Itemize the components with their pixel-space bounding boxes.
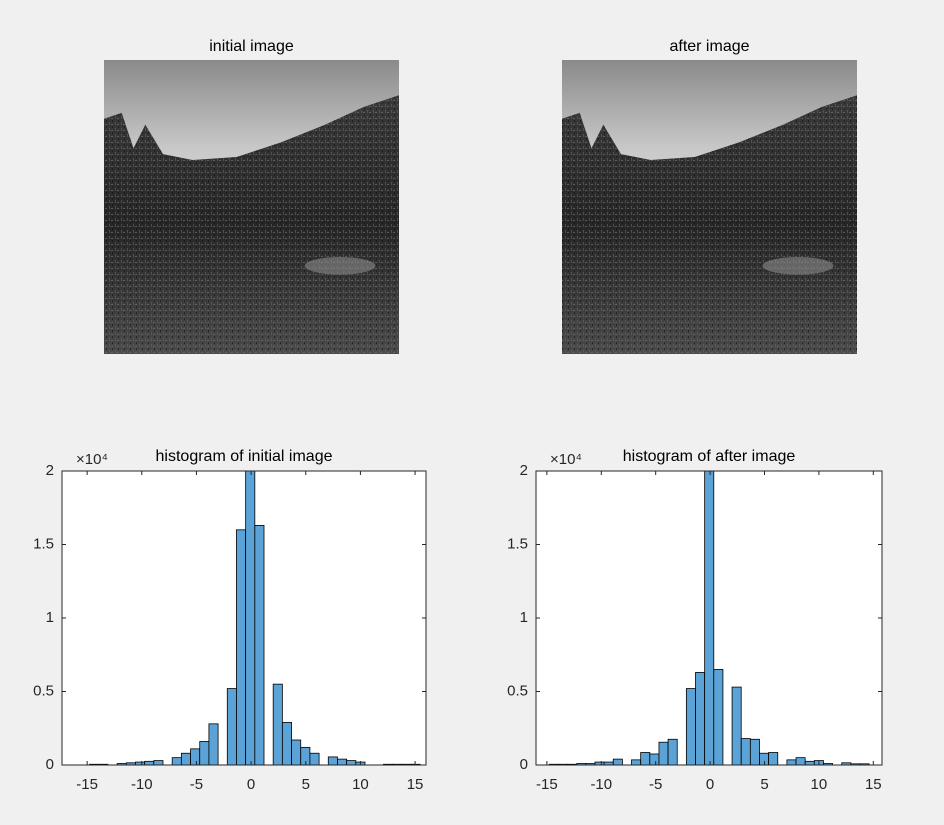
bar: [208, 723, 219, 765]
y-tick-label: 0.5: [507, 682, 528, 699]
y-tick-label: 0.5: [33, 682, 54, 699]
bar: [346, 760, 357, 765]
y-tick-label: 2: [46, 462, 54, 479]
bar: [180, 752, 191, 765]
x-tick-label: 5: [760, 776, 768, 793]
bar: [631, 759, 642, 765]
bar: [226, 688, 237, 765]
bar: [327, 756, 338, 765]
bar: [612, 758, 623, 765]
bar: [740, 738, 751, 765]
x-tick-label: -5: [190, 776, 203, 793]
image: [562, 60, 857, 354]
y-tick-label: 1.5: [507, 535, 528, 552]
bar: [658, 741, 669, 765]
bar: [199, 741, 210, 765]
subplot-title: after image: [669, 38, 749, 55]
y-tick-label: 1.5: [33, 535, 54, 552]
bar: [236, 529, 247, 765]
x-tick-label: -5: [649, 776, 662, 793]
bar: [281, 721, 292, 765]
image: [104, 60, 399, 354]
y-exponent: ×10⁴: [76, 451, 108, 468]
subplot-title: histogram of initial image: [156, 448, 333, 465]
x-tick-label: 10: [811, 776, 828, 793]
bar: [309, 752, 320, 765]
bar: [640, 752, 651, 765]
bar: [190, 748, 201, 765]
image-texture: [562, 95, 857, 354]
bar: [695, 671, 706, 765]
x-tick-label: 0: [706, 776, 714, 793]
bar: [768, 752, 779, 765]
x-tick-label: 0: [247, 776, 255, 793]
bar: [337, 758, 348, 765]
x-tick-label: 10: [352, 776, 369, 793]
bar: [749, 738, 760, 765]
y-tick-label: 0: [46, 756, 54, 773]
bar: [272, 683, 283, 765]
subplot-title: histogram of after image: [623, 448, 796, 465]
bar: [804, 760, 815, 765]
image-texture: [104, 95, 399, 354]
bar: [786, 759, 797, 765]
y-tick-label: 2: [520, 462, 528, 479]
image-stream: [762, 256, 834, 275]
bar: [704, 471, 715, 765]
bar: [144, 760, 155, 765]
y-exponent: ×10⁴: [550, 451, 582, 468]
x-tick-label: -15: [76, 776, 98, 793]
subplot-title: initial image: [209, 38, 294, 55]
y-tick-label: 0: [520, 756, 528, 773]
bar: [171, 757, 182, 765]
bar: [823, 763, 834, 765]
y-tick-label: 1: [46, 609, 54, 626]
bar: [713, 669, 724, 765]
y-tick-label: 1: [520, 609, 528, 626]
x-tick-label: -15: [536, 776, 558, 793]
bar: [245, 471, 256, 765]
bar: [153, 760, 164, 765]
x-tick-label: -10: [590, 776, 612, 793]
x-tick-label: 5: [302, 776, 310, 793]
bar: [685, 688, 696, 765]
bar: [291, 739, 302, 765]
bar: [731, 686, 742, 765]
x-tick-label: 15: [865, 776, 882, 793]
bar: [649, 753, 660, 765]
bar: [254, 524, 265, 765]
image-stream: [304, 256, 376, 275]
bars: [548, 471, 870, 765]
x-tick-label: -10: [131, 776, 153, 793]
x-tick-label: 15: [407, 776, 424, 793]
bar: [667, 738, 678, 765]
bar: [795, 757, 806, 765]
